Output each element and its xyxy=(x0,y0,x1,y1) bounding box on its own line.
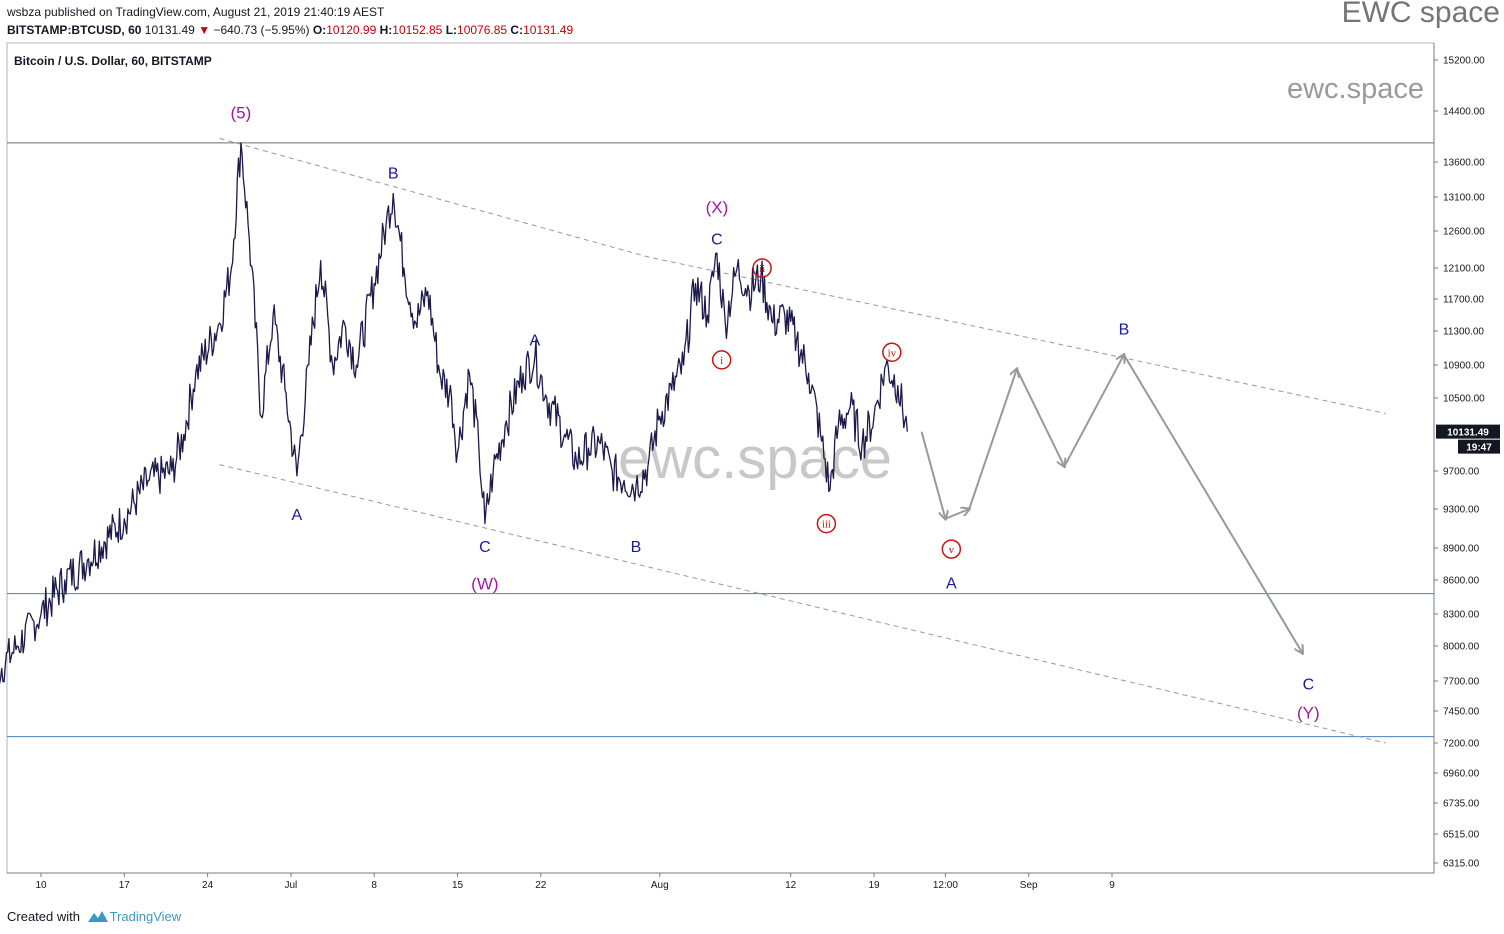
y-tick-label: 14400.00 xyxy=(1443,107,1485,118)
x-tick-label: 24 xyxy=(202,880,214,891)
wave-label: A xyxy=(530,333,541,350)
last-price: 10131.49 xyxy=(144,23,195,37)
x-tick-label: 9 xyxy=(1109,880,1115,891)
high-value: 10152.85 xyxy=(392,23,443,37)
y-tick-label: 8600.00 xyxy=(1443,576,1480,587)
open-value: 10120.99 xyxy=(326,23,377,37)
x-tick-label: Jul xyxy=(285,880,298,891)
x-tick-label: 12:00 xyxy=(933,880,958,891)
y-tick-label: 11300.00 xyxy=(1443,327,1484,338)
y-tick-label: 8000.00 xyxy=(1443,642,1480,653)
y-tick-label: 10500.00 xyxy=(1443,394,1485,405)
projection-arrow xyxy=(968,369,1017,510)
low-value: 10076.85 xyxy=(457,23,508,37)
close-value: 10131.49 xyxy=(523,23,574,37)
projection-arrow xyxy=(1063,355,1124,467)
y-tick-label: 6960.00 xyxy=(1443,769,1480,780)
wave-label-circle xyxy=(711,350,732,370)
price-change: −640.73 (−5.95%) xyxy=(213,23,310,37)
projection-arrow xyxy=(1123,354,1303,653)
x-tick-label: Aug xyxy=(651,880,669,891)
wave-label: A xyxy=(292,507,303,524)
y-tick-label: 9300.00 xyxy=(1443,505,1480,516)
projection-arrow xyxy=(1015,368,1065,466)
wave-label: A xyxy=(946,575,957,592)
footer-credit: Created with TradingView xyxy=(7,909,181,924)
y-tick-label: 13100.00 xyxy=(1443,193,1485,204)
wave-label: i xyxy=(720,355,723,367)
wave-label: C xyxy=(711,231,723,248)
x-tick-label: 19 xyxy=(868,880,880,891)
y-tick-label: 13600.00 xyxy=(1443,158,1485,169)
y-tick-label: 6515.00 xyxy=(1443,830,1480,841)
price-series-line xyxy=(0,142,908,685)
publish-info: wsbza published on TradingView.com, Augu… xyxy=(7,5,385,19)
x-tick-label: 10 xyxy=(35,880,47,891)
chart-title: Bitcoin / U.S. Dollar, 60, BITSTAMP xyxy=(14,54,212,68)
wave-label: ii xyxy=(759,263,765,275)
projection-arrow xyxy=(920,431,946,519)
wave-label: B xyxy=(631,539,642,556)
wave-label-circle xyxy=(816,513,837,534)
y-tick-label: 7700.00 xyxy=(1443,677,1480,688)
open-label: O: xyxy=(312,23,327,37)
y-tick-label: 9700.00 xyxy=(1443,467,1480,478)
channel-upper-line xyxy=(219,137,1386,414)
y-tick-label: 6315.00 xyxy=(1443,859,1480,870)
wave-label: C xyxy=(1303,676,1315,693)
x-tick-label: Sep xyxy=(1020,880,1038,891)
watermark-small: ewc.space xyxy=(1287,73,1424,105)
wave-label: C xyxy=(479,539,491,556)
created-with-label: Created with xyxy=(7,909,80,924)
y-tick-label: 12600.00 xyxy=(1443,227,1485,238)
ohlc-legend: BITSTAMP:BTCUSD, 60 10131.49 ▼ −640.73 (… xyxy=(7,23,573,37)
wave-label: (5) xyxy=(231,103,252,122)
y-tick-label: 7450.00 xyxy=(1443,707,1480,718)
close-label: C: xyxy=(510,23,524,37)
high-label: H: xyxy=(379,23,393,37)
y-tick-label: 8300.00 xyxy=(1443,610,1480,621)
y-tick-label: 7200.00 xyxy=(1443,739,1480,750)
x-tick-label: 22 xyxy=(535,880,547,891)
tradingview-logo-icon xyxy=(87,911,108,922)
y-tick-label: 11700.00 xyxy=(1443,295,1484,306)
countdown-label: 19:47 xyxy=(1466,443,1492,454)
brand-title: EWC space xyxy=(1341,0,1500,29)
x-tick-label: 8 xyxy=(371,880,377,891)
tradingview-link[interactable]: TradingView xyxy=(109,909,182,924)
watermark: ewc.space xyxy=(618,426,892,491)
wave-label: (X) xyxy=(706,198,729,217)
projection-arrow xyxy=(945,509,969,520)
wave-label: (Y) xyxy=(1297,703,1320,722)
wave-label-circle xyxy=(752,258,772,278)
x-tick-label: 17 xyxy=(119,880,131,891)
countdown-tag xyxy=(1458,439,1500,454)
x-tick-label: 15 xyxy=(452,880,464,891)
down-triangle-icon: ▼ xyxy=(198,23,211,37)
low-label: L: xyxy=(445,23,458,37)
wave-label: iii xyxy=(822,519,831,531)
y-tick-label: 10900.00 xyxy=(1443,361,1485,372)
channel-lower-line xyxy=(219,464,1386,744)
wave-label: v xyxy=(949,544,955,556)
wave-label: (W) xyxy=(471,574,498,593)
y-tick-label: 8900.00 xyxy=(1443,544,1480,555)
last-price-tag-label: 10131.49 xyxy=(1447,428,1489,439)
symbol-label: BITSTAMP:BTCUSD, 60 xyxy=(7,23,142,37)
last-price-tag xyxy=(1436,424,1500,439)
x-tick-label: 12 xyxy=(785,880,797,891)
wave-label-circle xyxy=(941,539,962,559)
wave-label: B xyxy=(388,166,399,183)
wave-label-circle xyxy=(882,342,902,362)
wave-label: iv xyxy=(888,347,897,359)
y-tick-label: 12100.00 xyxy=(1443,264,1485,275)
y-tick-label: 6735.00 xyxy=(1443,799,1480,810)
y-tick-label: 15200.00 xyxy=(1443,56,1485,67)
wave-label: B xyxy=(1119,322,1130,339)
